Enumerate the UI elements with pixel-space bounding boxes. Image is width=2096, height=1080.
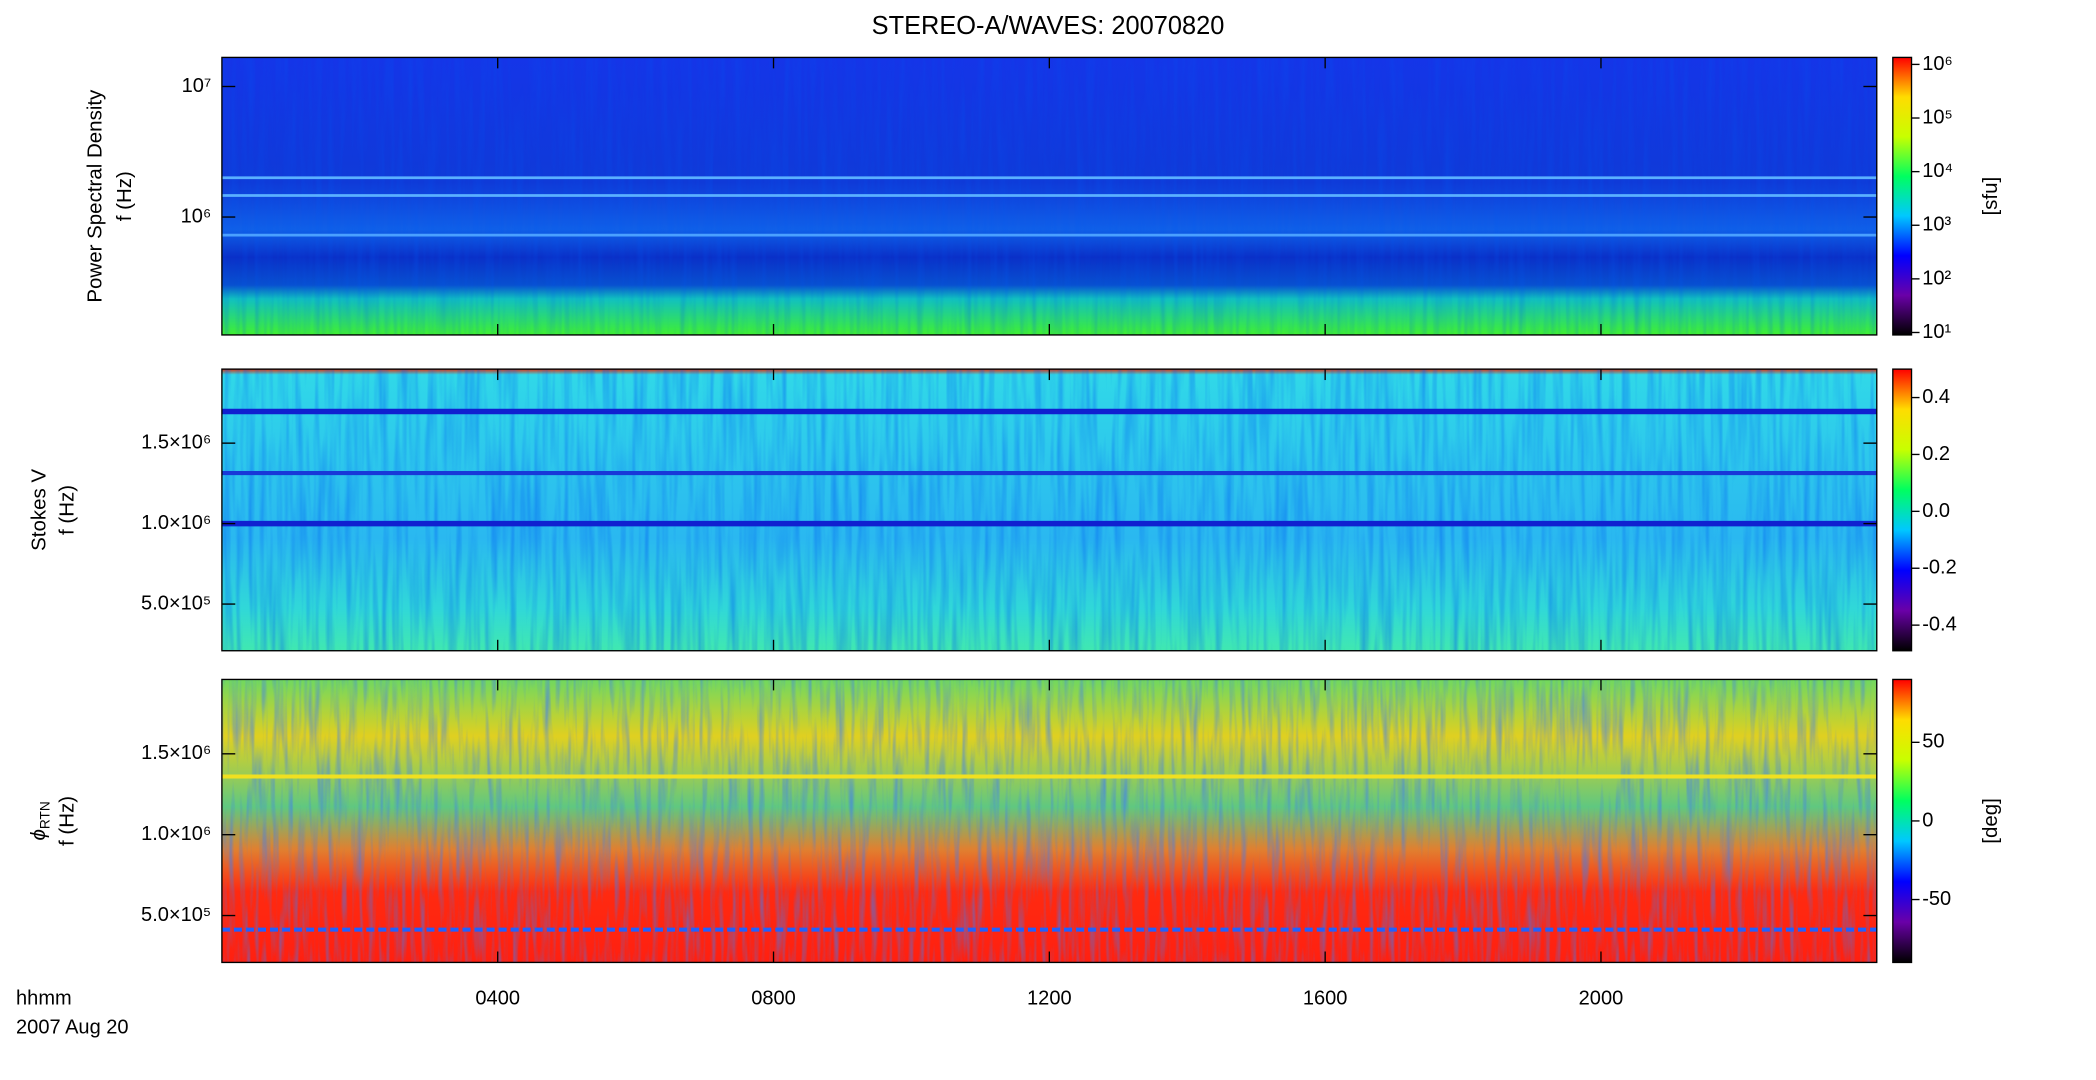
y-tick-label: 1.5×10⁶ [141, 431, 211, 453]
colorbar-label: [sfu] [1980, 177, 2002, 216]
chart-title: STEREO-A/WAVES: 20070820 [872, 12, 1225, 40]
colorbar-tick-label: -0.2 [1922, 556, 1957, 578]
colorbar-tick-label: 10⁵ [1922, 106, 1953, 128]
y-tick-label: 5.0×10⁵ [141, 592, 211, 614]
y-tick-label: 1.5×10⁶ [141, 742, 211, 764]
colorbar [1892, 678, 1913, 964]
colorbar-tick-label: 10³ [1922, 213, 1951, 235]
x-axis-label: hhmm [16, 988, 72, 1010]
y-tick-label: 10⁷ [182, 75, 212, 97]
x-tick-label: 1200 [1027, 988, 1072, 1010]
spectrogram-1 [221, 57, 1877, 335]
colorbar-tick-label: 10¹ [1922, 321, 1951, 343]
x-tick-label: 0800 [751, 988, 796, 1010]
spectrogram-3 [221, 679, 1877, 963]
colorbar-tick-label: 10⁴ [1922, 160, 1953, 182]
colorbar-label: [deg] [1980, 798, 2002, 844]
y-axis-label: Power Spectral Density [85, 89, 107, 303]
colorbar-tick-label: -50 [1922, 888, 1951, 910]
date-label: 2007 Aug 20 [16, 1016, 129, 1038]
y-tick-label: 1.0×10⁶ [141, 823, 211, 845]
x-tick-label: 1600 [1303, 988, 1348, 1010]
colorbar-tick-label: 0.0 [1922, 500, 1950, 522]
colorbar [1892, 368, 1913, 652]
x-tick-label: 0400 [475, 988, 520, 1010]
y-tick-label: 1.0×10⁶ [141, 512, 211, 534]
colorbar-tick-label: 10² [1922, 267, 1951, 289]
y-axis-label: f (Hz) [57, 485, 79, 535]
y-axis-label: ϕRTN [29, 801, 52, 840]
y-axis-label: f (Hz) [114, 171, 136, 221]
colorbar-tick-label: 0.4 [1922, 386, 1950, 408]
colorbar-tick-label: 10⁶ [1922, 53, 1953, 75]
spectrogram-2 [221, 369, 1877, 651]
y-axis-label: Stokes V [29, 468, 51, 550]
colorbar [1892, 56, 1913, 336]
y-tick-label: 10⁶ [181, 205, 212, 227]
colorbar-tick-label: 0 [1922, 809, 1933, 831]
x-tick-label: 2000 [1579, 988, 1624, 1010]
y-axis-symbol: ϕ [29, 829, 51, 840]
y-axis-label: f (Hz) [57, 796, 79, 846]
y-tick-label: 5.0×10⁵ [141, 904, 211, 926]
colorbar-tick-label: -0.4 [1922, 613, 1957, 635]
colorbar-tick-label: 50 [1922, 731, 1944, 753]
colorbar-tick-label: 0.2 [1922, 443, 1950, 465]
y-axis-subscript: RTN [37, 801, 52, 829]
